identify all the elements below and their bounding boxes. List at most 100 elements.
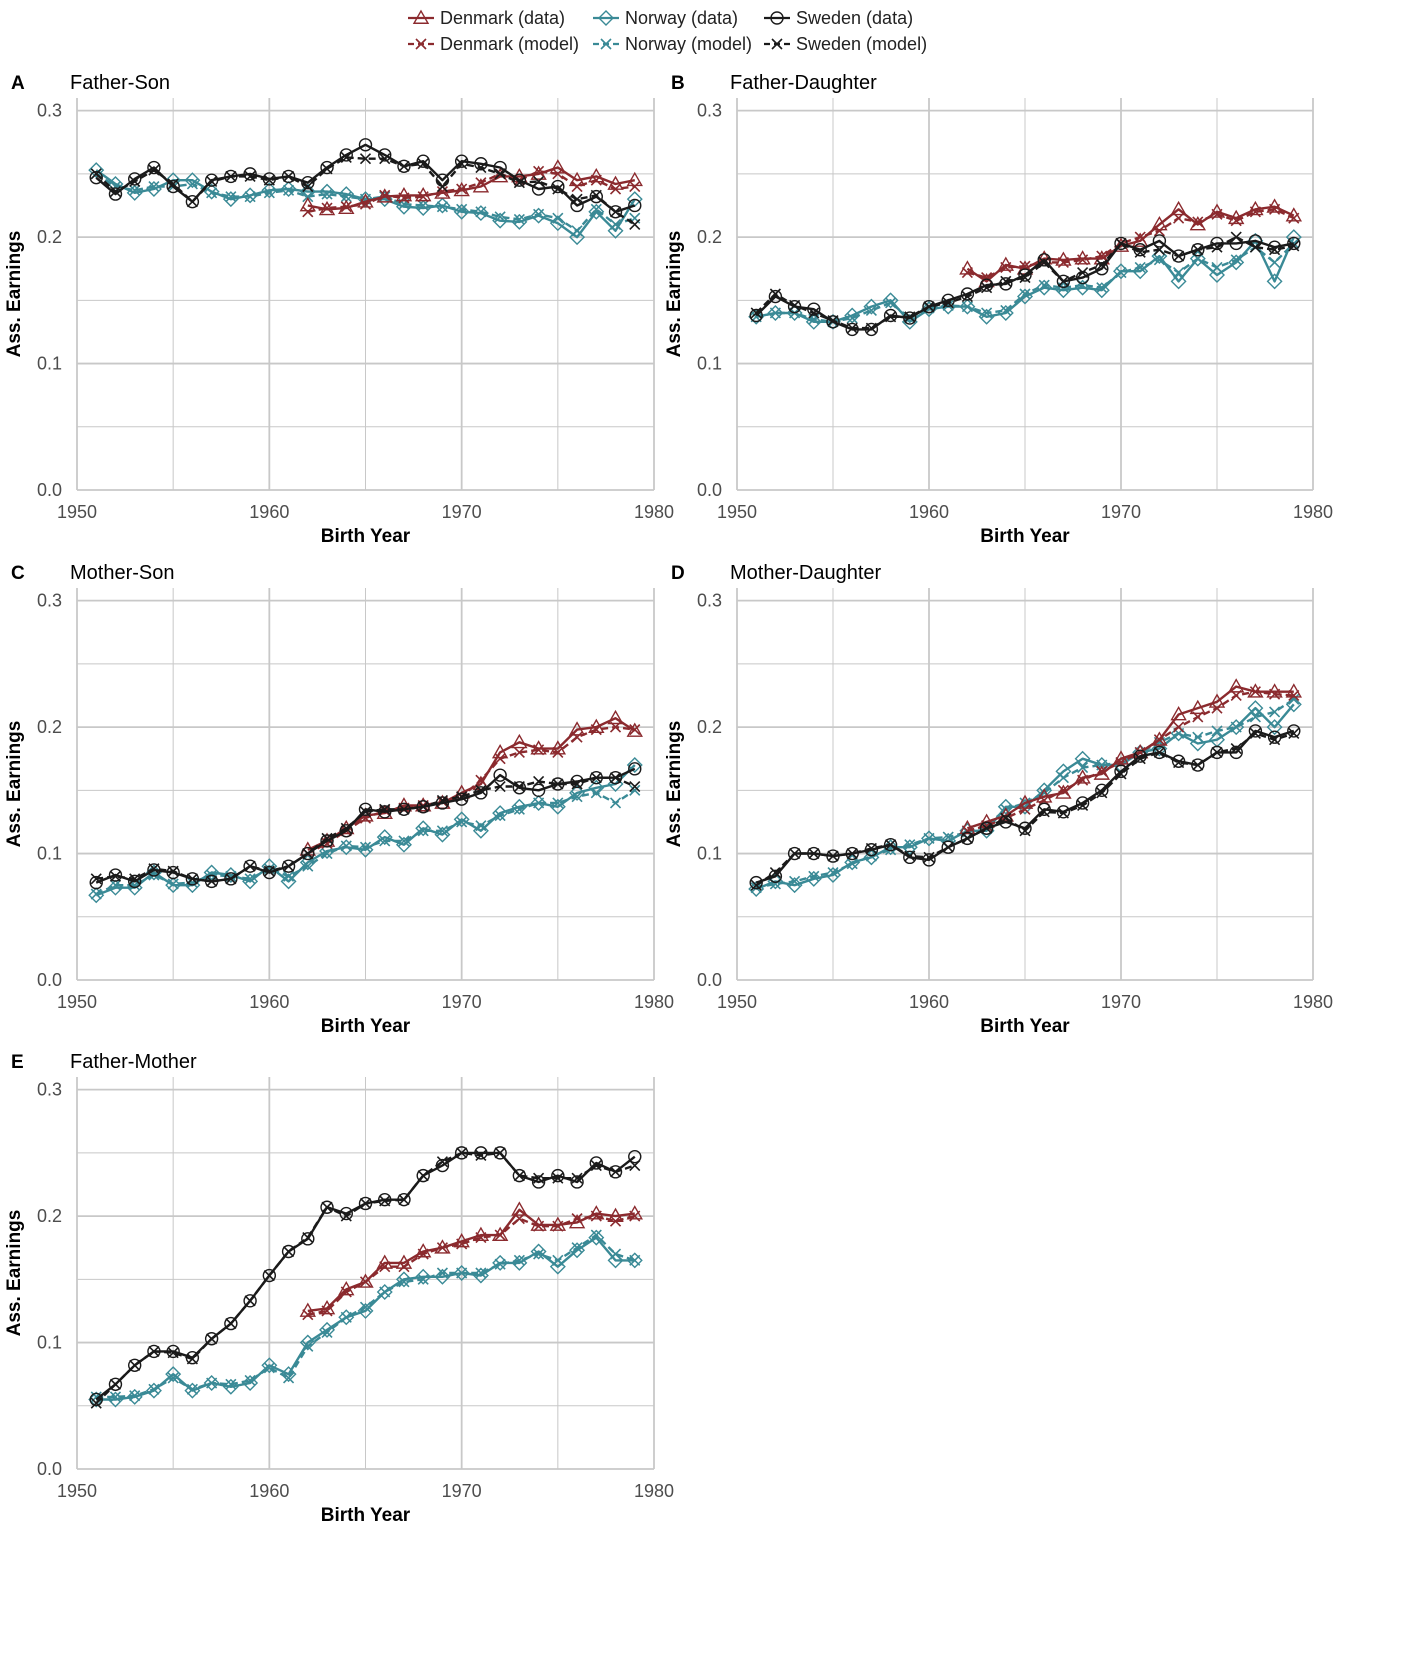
data-point (942, 831, 954, 843)
data-point (1189, 250, 1206, 267)
data-point (571, 791, 583, 803)
series-line (755, 236, 1295, 323)
data-point (1170, 200, 1187, 216)
panel-title: Father-Mother (70, 1051, 197, 1073)
data-point (1230, 743, 1242, 755)
data-point (416, 800, 430, 814)
data-point (147, 160, 161, 175)
data-point (513, 213, 525, 225)
data-point (629, 784, 641, 796)
data-point (549, 1216, 567, 1231)
legend-marker (415, 38, 427, 50)
data-point (263, 865, 275, 877)
data-point (629, 1254, 641, 1266)
series-line (307, 1208, 635, 1313)
data-point (263, 1269, 275, 1282)
x-axis-title: Birth Year (980, 1016, 1070, 1037)
data-point (129, 1390, 141, 1402)
data-point (185, 872, 200, 886)
data-point (379, 1286, 391, 1298)
data-point (590, 1210, 602, 1222)
data-point (148, 1345, 160, 1357)
data-point (628, 762, 642, 776)
data-point (846, 847, 858, 860)
data-point (494, 1229, 506, 1241)
data-point (1229, 745, 1243, 760)
gridlines (76, 588, 655, 981)
data-point (224, 1316, 238, 1331)
data-point (244, 191, 256, 203)
legend-label: Sweden (model) (796, 34, 927, 54)
data-point (358, 138, 373, 152)
legend-label: Norway (data) (625, 8, 738, 28)
data-point (978, 308, 995, 325)
data-point (609, 721, 622, 733)
data-point (1249, 206, 1261, 218)
data-point (883, 308, 898, 323)
data-point (165, 1366, 182, 1383)
y-tick-label: 0.2 (37, 227, 62, 247)
data-point (590, 1229, 602, 1241)
data-point (225, 170, 237, 182)
data-point (321, 1326, 333, 1338)
y-tick-label: 0.0 (37, 970, 62, 990)
data-point (959, 298, 976, 315)
data-point (302, 847, 314, 860)
data-point (1115, 768, 1127, 780)
data-point (961, 832, 973, 844)
data-point (590, 203, 602, 215)
panel-a: 1950 1960 1970 1980 0.0 0.1 0.2 0.3 Birth Year As… (4, 72, 674, 547)
data-point (767, 304, 784, 321)
data-point (493, 1146, 507, 1160)
data-point (513, 1254, 525, 1266)
data-point (454, 792, 469, 806)
data-point (1038, 806, 1050, 818)
data-point (552, 1172, 564, 1184)
data-point (1074, 750, 1091, 767)
data-point (941, 840, 955, 854)
panel-letter: A (11, 73, 25, 94)
data-point (805, 870, 822, 887)
data-point (417, 801, 429, 813)
data-point (1173, 756, 1185, 769)
data-point (145, 1382, 162, 1399)
data-point (552, 778, 564, 790)
data-point (1269, 256, 1281, 268)
data-point (942, 297, 954, 309)
series-sweden-model (90, 1147, 641, 1409)
data-point (321, 202, 333, 214)
data-point (1153, 734, 1165, 746)
data-point (1152, 745, 1167, 760)
data-point (748, 308, 765, 325)
data-point (1153, 746, 1165, 758)
data-point (1230, 254, 1242, 266)
data-point (590, 787, 602, 799)
data-point (1114, 764, 1128, 779)
data-point (901, 313, 918, 330)
data-point (184, 172, 201, 189)
panel-b: 1950 1960 1970 1980 0.0 0.1 0.2 0.3 Birth Year As… (664, 72, 1333, 547)
data-point (379, 1195, 391, 1207)
data-point (1192, 244, 1204, 256)
data-point (340, 840, 352, 852)
legend-item: Denmark (model) (408, 34, 579, 54)
data-point (475, 206, 487, 218)
x-tick-label: 1960 (249, 1481, 289, 1501)
data-point (1057, 784, 1069, 796)
x-tick-label: 1960 (909, 992, 949, 1012)
data-point (513, 177, 525, 189)
data-point (533, 775, 545, 788)
data-point (629, 780, 641, 793)
data-point (571, 193, 583, 205)
data-point (885, 297, 897, 309)
data-point (109, 1378, 122, 1390)
data-point (1095, 262, 1109, 276)
legend-label: Denmark (data) (440, 8, 565, 28)
data-point (166, 865, 180, 880)
legend-label: Sweden (data) (796, 8, 913, 28)
data-point (1077, 761, 1089, 774)
data-point (863, 298, 880, 315)
data-point (1019, 288, 1031, 300)
data-point (569, 1242, 586, 1259)
data-point (359, 153, 372, 165)
